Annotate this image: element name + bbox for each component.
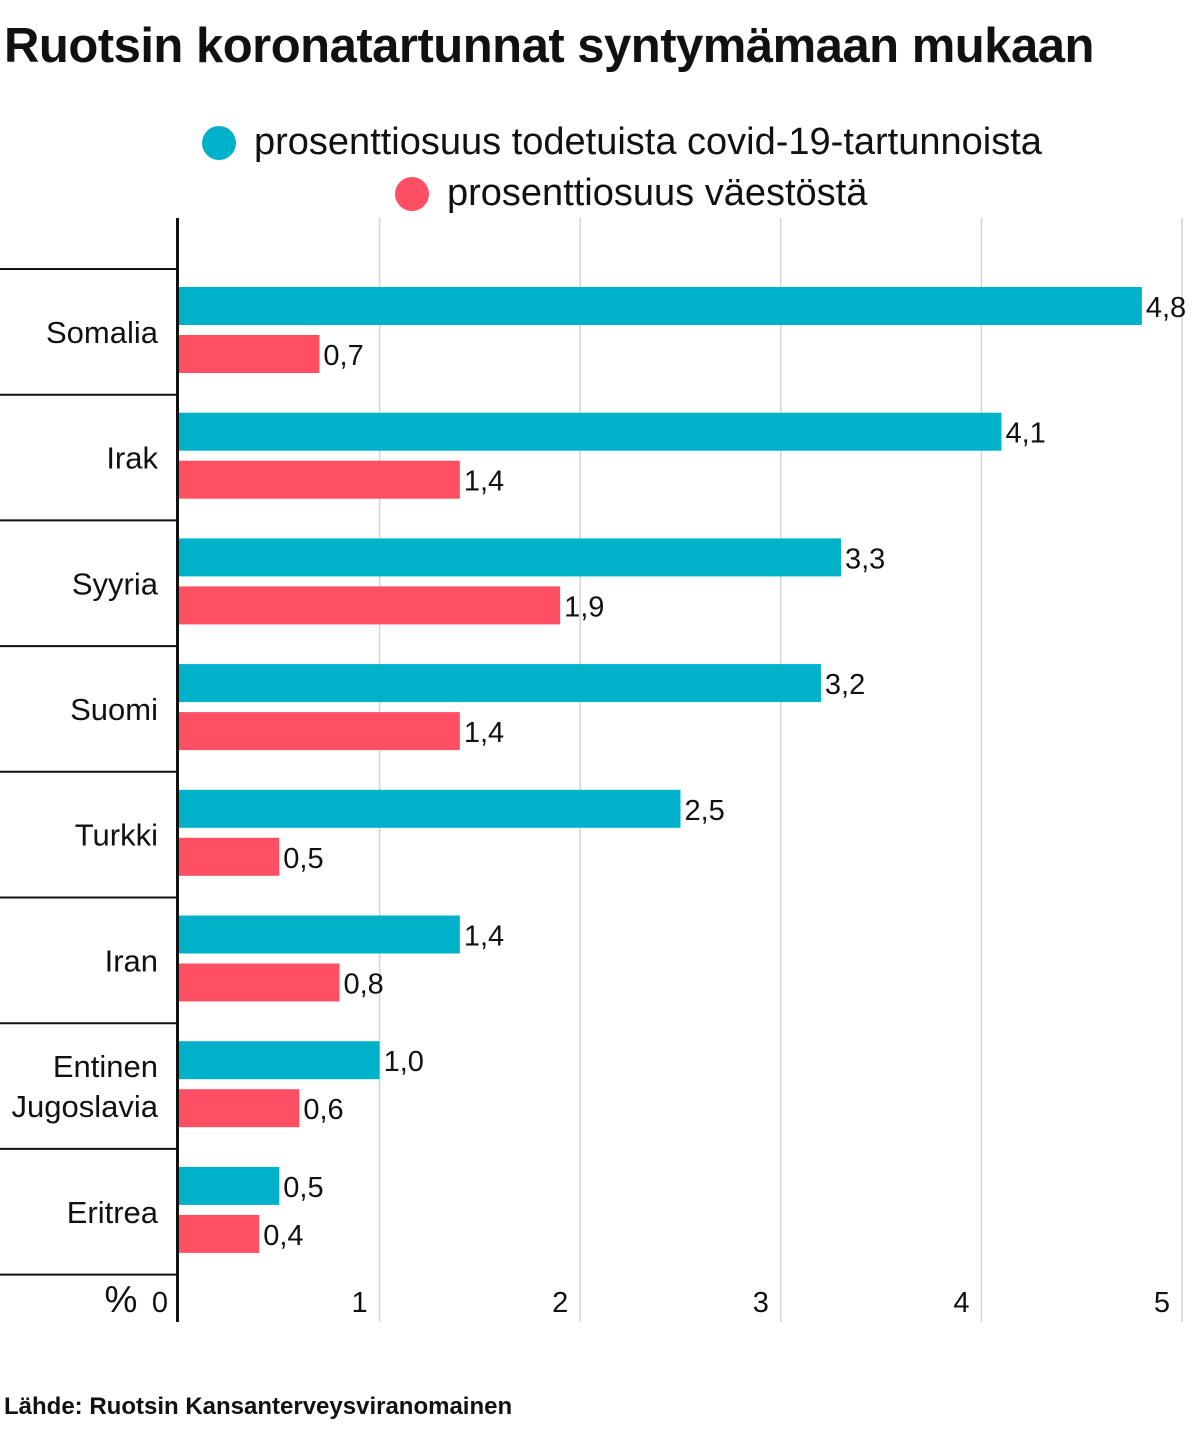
- legend-label-population: prosenttiosuus väestöstä: [447, 172, 868, 214]
- bar-population-8: [179, 1214, 260, 1253]
- bar-population-4: [179, 712, 460, 751]
- legend-swatch-population: [395, 176, 429, 211]
- value-label: 0,8: [343, 969, 383, 1001]
- category-label: Iran: [105, 943, 158, 978]
- x-tick-label: 1: [352, 1287, 368, 1319]
- bar-covid-4: [179, 664, 821, 703]
- x-tick-label: 2: [552, 1287, 568, 1319]
- source-note: Lähde: Ruotsin Kansanterveysviranomainen: [4, 1393, 513, 1420]
- value-label: 0,4: [263, 1220, 303, 1252]
- bar-population-1: [179, 335, 320, 373]
- bar-chart: 4,8 4,1 3,3 3,2 2,5 1,4 1,0 0,5 0,7 1,4 1,9 1,4 0,5 0…: [0, 218, 1186, 1322]
- value-label: 3,3: [845, 543, 885, 575]
- bar-covid-2: [179, 412, 1002, 451]
- chart-title: Ruotsin koronatartunnat syntymämaan muka…: [4, 19, 1094, 73]
- bar-population-2: [179, 460, 460, 499]
- category-label: Somalia: [46, 315, 159, 350]
- x-tick-label: 5: [1154, 1287, 1170, 1319]
- value-label: 1,0: [384, 1046, 424, 1078]
- value-label: 4,1: [1005, 418, 1045, 450]
- legend-label-covid: prosenttiosuus todetuista covid-19-tartu…: [254, 121, 1042, 163]
- x-tick-label: 4: [953, 1287, 969, 1319]
- x-tick-label: 3: [753, 1287, 769, 1319]
- category-label: Jugoslavia: [12, 1089, 159, 1124]
- legend-item-population: prosenttiosuus väestöstä: [395, 172, 867, 215]
- value-label: 4,8: [1146, 292, 1186, 324]
- value-label: 1,4: [464, 921, 504, 953]
- bar-population-3: [179, 586, 561, 625]
- legend-item-covid: prosenttiosuus todetuista covid-19-tartu…: [202, 121, 1042, 164]
- category-label: Syyria: [72, 566, 159, 601]
- bar-population-5: [179, 837, 280, 876]
- bar-covid-1: [179, 287, 1142, 325]
- bar-covid-3: [179, 538, 841, 577]
- bar-population-7: [179, 1089, 300, 1128]
- value-label: 0,6: [303, 1094, 343, 1126]
- value-label: 1,4: [464, 466, 504, 498]
- value-label: 0,5: [283, 843, 323, 875]
- category-label: Irak: [106, 441, 158, 476]
- bar-covid-7: [179, 1041, 380, 1080]
- value-label: 1,9: [564, 591, 604, 623]
- value-label: 1,4: [464, 717, 504, 749]
- bar-covid-6: [179, 915, 460, 954]
- bar-covid-5: [179, 789, 681, 828]
- bar-population-6: [179, 963, 340, 1002]
- category-label: Turkki: [75, 818, 158, 853]
- legend-swatch-covid: [202, 125, 236, 160]
- category-label: Eritrea: [67, 1195, 159, 1230]
- x-axis-unit: %: [105, 1279, 138, 1320]
- value-label: 3,2: [825, 669, 865, 701]
- category-label: Suomi: [70, 692, 158, 727]
- value-label: 0,5: [283, 1172, 323, 1204]
- value-label: 2,5: [685, 795, 725, 827]
- value-label: 0,7: [323, 340, 363, 372]
- bar-covid-8: [179, 1166, 280, 1205]
- category-label: Entinen: [53, 1049, 158, 1084]
- x-tick-label: 0: [152, 1287, 168, 1319]
